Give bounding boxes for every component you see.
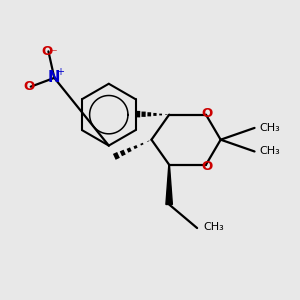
- Text: O: O: [41, 45, 52, 58]
- Text: CH₃: CH₃: [203, 222, 224, 232]
- Text: +: +: [56, 67, 64, 77]
- Text: CH₃: CH₃: [260, 123, 280, 133]
- Text: CH₃: CH₃: [260, 146, 280, 157]
- Text: O: O: [202, 107, 213, 120]
- Text: ⁻: ⁻: [50, 47, 57, 60]
- Text: O: O: [202, 160, 213, 173]
- Text: N: N: [48, 70, 61, 86]
- Polygon shape: [166, 165, 172, 205]
- Text: O: O: [24, 80, 35, 93]
